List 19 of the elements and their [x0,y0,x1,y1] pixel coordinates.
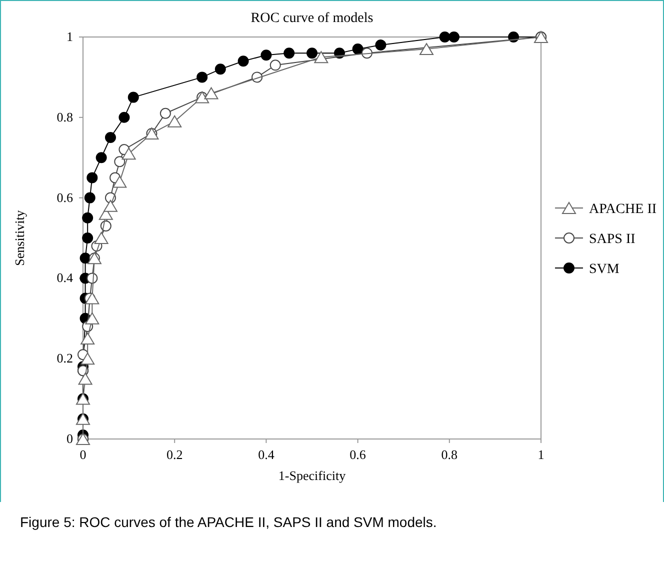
legend-label: SVM [589,262,620,277]
y-tick-label: 1 [66,29,73,44]
legend-label: APACHE II [589,202,657,217]
caption: Figure 5: ROC curves of the APACHE II, SAPS II and SVM models. [20,514,437,530]
y-axis-title: Sensitivity [12,210,27,266]
chart-title: ROC curve of models [250,11,374,26]
x-tick-label: 0.4 [258,447,275,462]
y-tick-label: 0.2 [56,350,73,366]
legend-label: SAPS II [589,232,636,247]
x-tick-label: 1 [538,447,544,462]
x-tick-label: 0.8 [441,447,458,462]
x-axis-title: 1-Specificity [278,468,346,483]
y-tick-label: 0.8 [56,109,73,124]
x-tick-label: 0.6 [350,447,366,462]
y-tick-label: 0.6 [56,190,74,205]
y-tick-label: 0.4 [56,270,74,286]
x-tick-label: 0 [80,447,86,462]
x-tick-label: 0.2 [166,447,183,462]
y-tick-label: 0 [66,431,73,446]
